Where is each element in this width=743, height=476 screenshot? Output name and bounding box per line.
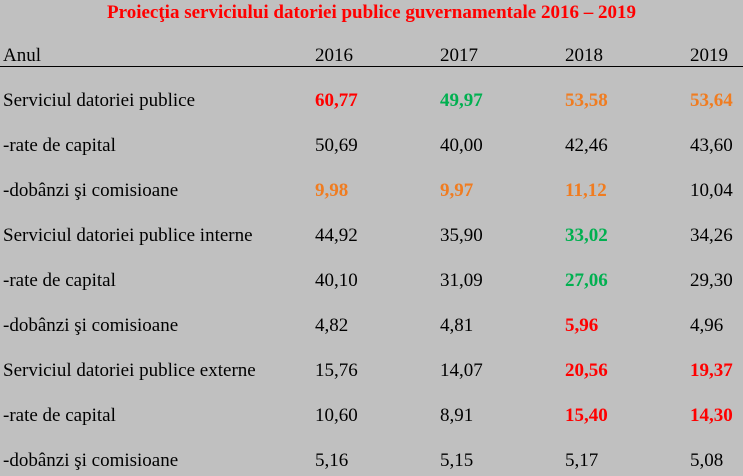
- year-header: 2018: [565, 45, 603, 66]
- row-label: -rate de capital: [3, 135, 116, 156]
- cell-value: 15,40: [565, 405, 608, 426]
- page-title: Proiecţia serviciului datoriei publice g…: [107, 2, 636, 23]
- row-label: Serviciul datoriei publice: [3, 90, 196, 111]
- row-label: -dobânzi şi comisioane: [3, 180, 179, 201]
- table-row: Serviciul datoriei publice 60,77 49,97 5…: [0, 86, 743, 116]
- cell-value: 27,06: [565, 270, 608, 291]
- cell-value: 33,02: [565, 225, 608, 246]
- cell-value: 31,09: [440, 270, 483, 291]
- cell-value: 19,37: [690, 360, 733, 381]
- cell-value: 14,30: [690, 405, 733, 426]
- year-header: 2017: [440, 45, 478, 66]
- table-row: Serviciul datoriei publice interne 44,92…: [0, 221, 743, 251]
- table-row: -rate de capital 10,60 8,91 15,40 14,30: [0, 401, 743, 431]
- year-header: 2016: [315, 45, 353, 66]
- table-row: -dobânzi şi comisioane 9,98 9,97 11,12 1…: [0, 176, 743, 206]
- cell-value: 5,17: [565, 450, 599, 471]
- cell-value: 5,08: [690, 450, 724, 471]
- cell-value: 15,76: [315, 360, 358, 381]
- row-label: -rate de capital: [3, 270, 116, 291]
- cell-value: 11,12: [565, 180, 607, 201]
- cell-value: 4,81: [440, 315, 474, 336]
- cell-value: 9,97: [440, 180, 474, 201]
- cell-value: 50,69: [315, 135, 358, 156]
- cell-value: 49,97: [440, 90, 483, 111]
- cell-value: 5,16: [315, 450, 349, 471]
- cell-value: 5,15: [440, 450, 474, 471]
- cell-value: 10,04: [690, 180, 733, 201]
- row-label: Serviciul datoriei publice interne: [3, 225, 253, 246]
- cell-value: 10,60: [315, 405, 358, 426]
- table-row: -dobânzi şi comisioane 5,16 5,15 5,17 5,…: [0, 446, 743, 476]
- cell-value: 20,56: [565, 360, 608, 381]
- cell-value: 4,82: [315, 315, 349, 336]
- table-row: -dobânzi şi comisioane 4,82 4,81 5,96 4,…: [0, 311, 743, 341]
- year-header: 2019: [690, 45, 728, 66]
- cell-value: 40,00: [440, 135, 483, 156]
- row-label: -rate de capital: [3, 405, 116, 426]
- header-row: Anul 2016 2017 2018 2019: [0, 41, 743, 71]
- cell-value: 8,91: [440, 405, 474, 426]
- table-row: Serviciul datoriei publice externe 15,76…: [0, 356, 743, 386]
- cell-value: 4,96: [690, 315, 724, 336]
- table-row: -rate de capital 50,69 40,00 42,46 43,60: [0, 131, 743, 161]
- row-label: Serviciul datoriei publice externe: [3, 360, 256, 381]
- cell-value: 44,92: [315, 225, 358, 246]
- cell-value: 9,98: [315, 180, 349, 201]
- cell-value: 35,90: [440, 225, 483, 246]
- cell-value: 53,64: [690, 90, 733, 111]
- cell-value: 42,46: [565, 135, 608, 156]
- cell-value: 29,30: [690, 270, 733, 291]
- cell-value: 5,96: [565, 315, 599, 336]
- header-divider: [0, 66, 743, 67]
- header-label: Anul: [3, 45, 41, 66]
- cell-value: 43,60: [690, 135, 733, 156]
- cell-value: 40,10: [315, 270, 358, 291]
- cell-value: 34,26: [690, 225, 733, 246]
- cell-value: 60,77: [315, 90, 358, 111]
- cell-value: 14,07: [440, 360, 483, 381]
- row-label: -dobânzi şi comisioane: [3, 315, 179, 336]
- table-row: -rate de capital 40,10 31,09 27,06 29,30: [0, 266, 743, 296]
- cell-value: 53,58: [565, 90, 608, 111]
- row-label: -dobânzi şi comisioane: [3, 450, 179, 471]
